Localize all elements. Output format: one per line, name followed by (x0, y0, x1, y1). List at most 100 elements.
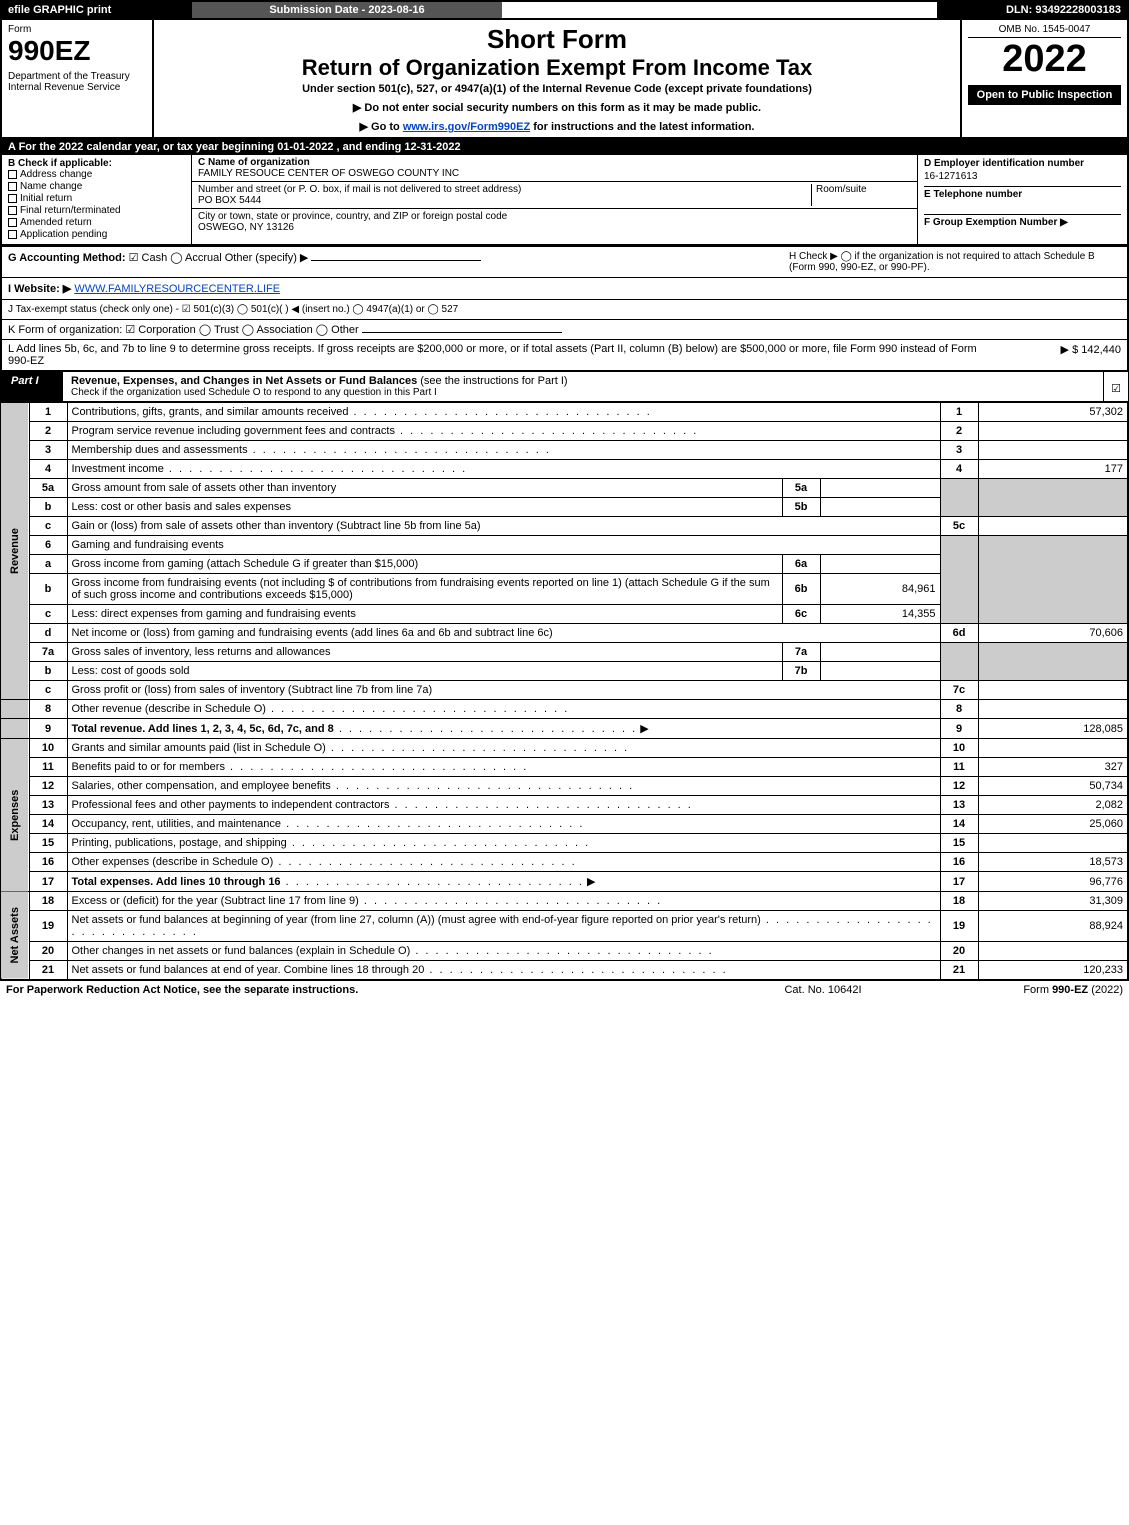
line-14-amt: 25,060 (978, 815, 1128, 834)
irs-link[interactable]: www.irs.gov/Form990EZ (403, 121, 530, 133)
partI-header: Part I Revenue, Expenses, and Changes in… (0, 371, 1129, 402)
line-15-box: 15 (940, 834, 978, 853)
city-label: City or town, state or province, country… (198, 211, 507, 222)
line-17-box: 17 (940, 872, 978, 892)
partI-sub: Check if the organization used Schedule … (71, 387, 1095, 398)
line-19-desc: Net assets or fund balances at beginning… (67, 911, 940, 942)
form-header: Form 990EZ Department of the Treasury In… (0, 20, 1129, 139)
partI-title: Revenue, Expenses, and Changes in Net As… (71, 375, 417, 387)
line-1-desc: Contributions, gifts, grants, and simila… (67, 403, 940, 422)
group-exempt-label: F Group Exemption Number ▶ (924, 217, 1068, 228)
secG-label: G Accounting Method: (8, 252, 126, 264)
line-20-amt (978, 942, 1128, 961)
line-6-desc: Gaming and fundraising events (67, 536, 940, 555)
submission-date: Submission Date - 2023-08-16 (192, 2, 502, 18)
efile-print[interactable]: efile GRAPHIC print (2, 2, 192, 18)
secH: H Check ▶ ◯ if the organization is not r… (781, 251, 1121, 273)
line-5a-sub: 5a (782, 479, 820, 498)
line-16-box: 16 (940, 853, 978, 872)
return-title: Return of Organization Exempt From Incom… (160, 55, 954, 81)
warn-goto-post: for instructions and the latest informat… (530, 121, 754, 133)
line-11-desc: Benefits paid to or for members (67, 758, 940, 777)
line-20-desc: Other changes in net assets or fund bala… (67, 942, 940, 961)
vlabel-revenue: Revenue (1, 403, 29, 700)
cb-name-change[interactable]: Name change (8, 181, 185, 192)
line-5b-desc: Less: cost or other basis and sales expe… (67, 498, 782, 517)
line-11-box: 11 (940, 758, 978, 777)
cb-final-return[interactable]: Final return/terminated (8, 205, 185, 216)
line-6a-desc: Gross income from gaming (attach Schedul… (67, 555, 782, 574)
line-7c-desc: Gross profit or (loss) from sales of inv… (67, 681, 940, 700)
form-number: 990EZ (8, 35, 146, 67)
header-subtitle: Under section 501(c), 527, or 4947(a)(1)… (160, 83, 954, 95)
line-15-amt (978, 834, 1128, 853)
line-7c-box: 7c (940, 681, 978, 700)
line-18-desc: Excess or (deficit) for the year (Subtra… (67, 892, 940, 911)
website-link[interactable]: WWW.FAMILYRESOURCECENTER.LIFE (74, 283, 280, 295)
line-17-desc: Total expenses. Add lines 10 through 16 … (67, 872, 940, 892)
ein-value: 16-1271613 (924, 169, 1121, 186)
partI-check[interactable]: ☑ (1103, 372, 1128, 401)
line-7b-desc: Less: cost of goods sold (67, 662, 782, 681)
tel-label: E Telephone number (924, 189, 1022, 200)
line-12-box: 12 (940, 777, 978, 796)
line-21-desc: Net assets or fund balances at end of ye… (67, 961, 940, 980)
line-5b-sub: 5b (782, 498, 820, 517)
line-1-amt: 57,302 (978, 403, 1128, 422)
line-5a-desc: Gross amount from sale of assets other t… (67, 479, 782, 498)
line-9-desc: Total revenue. Add lines 1, 2, 3, 4, 5c,… (67, 719, 940, 739)
line-17-amt: 96,776 (978, 872, 1128, 892)
accounting-method[interactable]: ☑ Cash ◯ Accrual Other (specify) ▶ (129, 252, 309, 264)
dln: DLN: 93492228003183 (937, 2, 1127, 18)
cb-initial-return[interactable]: Initial return (8, 193, 185, 204)
section-a: A For the 2022 calendar year, or tax yea… (0, 139, 1129, 155)
line-18-amt: 31,309 (978, 892, 1128, 911)
line-4-desc: Investment income (67, 460, 940, 479)
warn-ssn: ▶ Do not enter social security numbers o… (160, 101, 954, 114)
line-7c-amt (978, 681, 1128, 700)
line-6b-sub: 6b (782, 574, 820, 605)
line-7ab-boxgrey (940, 643, 978, 681)
line-21-box: 21 (940, 961, 978, 980)
line-19-box: 19 (940, 911, 978, 942)
line-6b-desc: Gross income from fundraising events (no… (67, 574, 782, 605)
line-3-amt (978, 441, 1128, 460)
secC-label: C Name of organization (198, 157, 310, 168)
omb-number: OMB No. 1545-0047 (968, 24, 1121, 38)
partI-tab: Part I (1, 372, 63, 401)
line-6a-sub: 6a (782, 555, 820, 574)
line-1-num: 1 (29, 403, 67, 422)
line-10-amt (978, 739, 1128, 758)
room-label: Room/suite (816, 184, 867, 195)
line-5b-sv (820, 498, 940, 517)
line-14-desc: Occupancy, rent, utilities, and maintena… (67, 815, 940, 834)
line-2-desc: Program service revenue including govern… (67, 422, 940, 441)
line-6c-sub: 6c (782, 605, 820, 624)
partI-note: (see the instructions for Part I) (420, 375, 567, 387)
line-13-amt: 2,082 (978, 796, 1128, 815)
cb-app-pending[interactable]: Application pending (8, 229, 185, 240)
secI-label: I Website: ▶ (8, 283, 71, 295)
line-5ab-boxgrey (940, 479, 978, 517)
line-5ab-amtgrey (978, 479, 1128, 517)
line-16-amt: 18,573 (978, 853, 1128, 872)
line-7a-sv (820, 643, 940, 662)
vlabel-netassets: Net Assets (1, 892, 29, 980)
line-10-box: 10 (940, 739, 978, 758)
line-9-amt: 128,085 (978, 719, 1128, 739)
line-6-boxgrey (940, 536, 978, 624)
line-8-desc: Other revenue (describe in Schedule O) (67, 700, 940, 719)
line-7a-sub: 7a (782, 643, 820, 662)
vlabel-rev-blank (1, 700, 29, 719)
addr-label: Number and street (or P. O. box, if mail… (198, 184, 521, 195)
line-10-desc: Grants and similar amounts paid (list in… (67, 739, 940, 758)
line-3-desc: Membership dues and assessments (67, 441, 940, 460)
topbar: efile GRAPHIC print Submission Date - 20… (0, 0, 1129, 20)
line-2-amt (978, 422, 1128, 441)
line-18-box: 18 (940, 892, 978, 911)
short-form-title: Short Form (160, 24, 954, 55)
cb-amended[interactable]: Amended return (8, 217, 185, 228)
cb-address-change[interactable]: Address change (8, 169, 185, 180)
line-7b-sub: 7b (782, 662, 820, 681)
secL-text: L Add lines 5b, 6c, and 7b to line 9 to … (8, 343, 1001, 367)
